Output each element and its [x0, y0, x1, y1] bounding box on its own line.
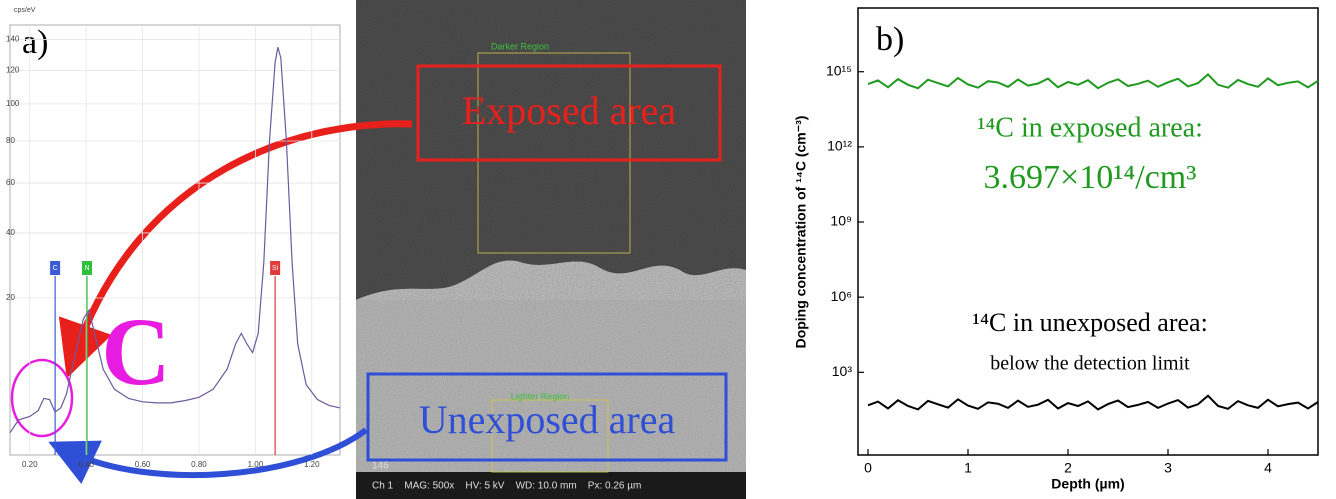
x-tick-label: 1.00 [248, 460, 264, 469]
y-tick-label: 10¹² [827, 138, 852, 154]
arrow [58, 120, 413, 379]
x-tick-label: 1.20 [304, 460, 320, 469]
y-tick-label: 20 [6, 293, 15, 302]
annotation: ¹⁴C in unexposed area: [972, 308, 1208, 337]
marker-label: Si [272, 265, 279, 272]
marker-box [82, 261, 92, 275]
y-axis-label: Doping concentration of ¹⁴C (cm⁻³) [793, 116, 809, 349]
big-annotation: C [101, 298, 170, 405]
y-tick-label: 10⁹ [830, 213, 852, 229]
x-tick-label: 0.20 [22, 460, 38, 469]
y-tick-label: 80 [6, 136, 15, 145]
y-axis-label: cps/eV [14, 7, 36, 14]
x-tick-label: 1 [964, 460, 972, 476]
x-tick-label: 4 [1264, 460, 1272, 476]
marker-box [50, 261, 61, 275]
data-line [9, 46, 341, 434]
plot-frame [9, 24, 341, 456]
x-tick-label: 0.40 [78, 460, 94, 469]
data-line [867, 73, 1319, 90]
y-tick-label: 10¹⁵ [826, 62, 852, 78]
y-tick-label: 40 [6, 228, 15, 237]
x-axis-label: Depth (µm) [1051, 476, 1124, 492]
data-line [867, 394, 1319, 411]
annotation: 3.697×10¹⁴/cm³ [984, 159, 1197, 196]
region-label: Lighter Region [511, 391, 570, 401]
annotation: ¹⁴C in exposed area: [977, 112, 1203, 143]
panel-title: a) [22, 24, 48, 61]
y-tick-label: 10⁶ [831, 288, 852, 304]
plot-frame [857, 7, 1319, 456]
marker-label: C [53, 265, 58, 272]
x-tick-label: 0.80 [191, 460, 207, 469]
x-tick-label: 0.60 [135, 460, 151, 469]
y-tick-label: 140 [6, 35, 20, 44]
x-tick-label: 3 [1164, 460, 1172, 476]
marker-label: N [84, 265, 89, 272]
sem-corner: 146 [372, 461, 389, 472]
x-tick-label: 0 [864, 460, 872, 476]
arrow [48, 427, 368, 484]
sem-image [356, 0, 746, 499]
sem-footer: Ch 1 MAG: 500x HV: 5 kV WD: 10.0 mm Px: … [372, 481, 641, 492]
y-tick-label: 60 [6, 178, 15, 187]
panel-title: b) [876, 21, 904, 58]
y-tick-label: 10³ [832, 363, 853, 379]
region-label: Darker Region [491, 41, 549, 51]
region-label: Exposed area [462, 88, 677, 133]
highlight-ellipse [10, 358, 74, 438]
exposed-box [416, 64, 722, 162]
marker-box [270, 261, 281, 275]
y-tick-label: 100 [6, 99, 20, 108]
y-tick-label: 120 [6, 66, 20, 75]
region-label: Unexposed area [419, 397, 676, 442]
annotation: below the detection limit [990, 353, 1190, 375]
unexposed-box [366, 372, 728, 462]
x-tick-label: 2 [1064, 460, 1072, 476]
